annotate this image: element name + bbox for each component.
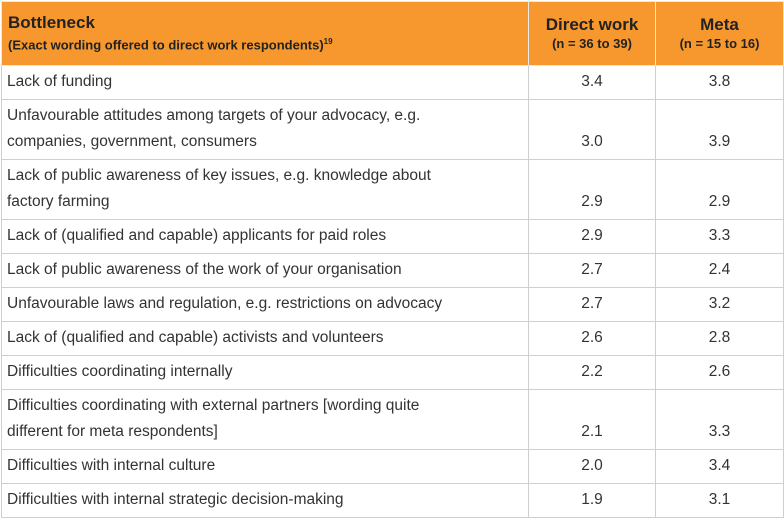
bottleneck-cell: Unfavourable laws and regulation, e.g. r… — [1, 287, 529, 322]
header-cell: Direct work (n = 36 to 39) — [528, 1, 656, 66]
table-row: Lack of (qualified and capable) applican… — [1, 219, 784, 254]
bottleneck-text: Lack of (qualified and capable) applican… — [7, 227, 387, 244]
meta-value: 2.8 — [655, 321, 784, 356]
table-row: Unfavourable laws and regulation, e.g. r… — [1, 287, 784, 322]
meta-value: 3.4 — [655, 449, 784, 484]
meta-value: 2.4 — [655, 253, 784, 288]
bottleneck-cell: Difficulties coordinating with external … — [1, 389, 529, 450]
header-note: (n = 36 to 39) — [552, 35, 632, 51]
header-cell: Bottleneck (Exact wording offered to dir… — [1, 1, 529, 66]
table-body: Lack of funding 3.4 3.8 Unfavourable attitu… — [1, 65, 784, 518]
bottleneck-cell: Lack of public awareness of key issues, … — [1, 159, 529, 220]
bottleneck-text: different for meta respondents] — [7, 423, 218, 440]
bottleneck-table: Bottleneck (Exact wording offered to dir… — [1, 1, 784, 518]
bottleneck-cell: Difficulties coordinating internally — [1, 355, 529, 390]
direct-work-value: 2.6 — [528, 321, 656, 356]
bottleneck-cell: Lack of funding — [1, 65, 529, 100]
meta-value: 2.9 — [655, 159, 784, 220]
meta-value: 3.1 — [655, 483, 784, 518]
meta-value: 3.8 — [655, 65, 784, 100]
header-note-text: (Exact wording offered to direct work re… — [8, 37, 324, 53]
bottleneck-cell: Unfavourable attitudes among targets of … — [1, 99, 529, 160]
bottleneck-text: Lack of (qualified and capable) activist… — [7, 329, 384, 346]
direct-work-value: 2.9 — [528, 219, 656, 254]
table-row: Unfavourable attitudes among targets of … — [1, 99, 784, 160]
header-title: Bottleneck — [8, 12, 95, 32]
bottleneck-text: Difficulties coordinating internally — [7, 363, 233, 380]
bottleneck-text: Unfavourable attitudes among targets of … — [7, 107, 421, 124]
direct-work-value: 1.9 — [528, 483, 656, 518]
bottleneck-text: Difficulties with internal culture — [7, 457, 216, 474]
table-row: Difficulties with internal strategic dec… — [1, 483, 784, 518]
direct-work-value: 3.0 — [528, 99, 656, 160]
table-row: Lack of public awareness of key issues, … — [1, 159, 784, 220]
direct-work-value: 3.4 — [528, 65, 656, 100]
footnote-ref: 19 — [323, 36, 333, 46]
header-note: (n = 15 to 16) — [679, 35, 760, 51]
bottleneck-cell: Difficulties with internal culture — [1, 449, 529, 484]
bottleneck-text: Lack of public awareness of key issues, … — [7, 167, 431, 184]
table-row: Lack of public awareness of the work of … — [1, 253, 784, 288]
table-row: Difficulties with internal culture 2.0 3.4 — [1, 449, 784, 484]
direct-work-value: 2.7 — [528, 253, 656, 288]
bottleneck-text: Lack of public awareness of the work of … — [7, 261, 402, 278]
direct-work-value: 2.2 — [528, 355, 656, 390]
bottleneck-cell: Difficulties with internal strategic dec… — [1, 483, 529, 518]
meta-value: 3.3 — [655, 219, 784, 254]
table-row: Difficulties coordinating internally 2.2 2… — [1, 355, 784, 390]
table-header: Bottleneck (Exact wording offered to dir… — [1, 1, 784, 66]
header-cell: Meta (n = 15 to 16) — [655, 1, 784, 66]
direct-work-value: 2.0 — [528, 449, 656, 484]
bottleneck-text: factory farming — [7, 193, 110, 210]
direct-work-value: 2.9 — [528, 159, 656, 220]
bottleneck-text: Difficulties with internal strategic dec… — [7, 491, 344, 508]
meta-value: 3.3 — [655, 389, 784, 450]
header-title: Meta — [700, 14, 739, 34]
bottleneck-text: Unfavourable laws and regulation, e.g. r… — [7, 295, 443, 312]
table-row: Lack of funding 3.4 3.8 — [1, 65, 784, 100]
header-title: Direct work — [545, 14, 639, 34]
meta-value: 2.6 — [655, 355, 784, 390]
bottleneck-cell: Lack of (qualified and capable) applican… — [1, 219, 529, 254]
table-row: Lack of (qualified and capable) activist… — [1, 321, 784, 356]
table-row: Difficulties coordinating with external … — [1, 389, 784, 450]
bottleneck-text: companies, government, consumers — [7, 133, 257, 150]
bottleneck-cell: Lack of (qualified and capable) activist… — [1, 321, 529, 356]
meta-value: 3.9 — [655, 99, 784, 160]
bottleneck-text: Lack of funding — [7, 73, 113, 90]
meta-value: 3.2 — [655, 287, 784, 322]
bottleneck-cell: Lack of public awareness of the work of … — [1, 253, 529, 288]
bottleneck-text: Difficulties coordinating with external … — [7, 397, 420, 414]
direct-work-value: 2.1 — [528, 389, 656, 450]
header-row: Bottleneck (Exact wording offered to dir… — [1, 1, 784, 66]
header-note: (Exact wording offered to direct work re… — [8, 33, 522, 54]
direct-work-value: 2.7 — [528, 287, 656, 322]
